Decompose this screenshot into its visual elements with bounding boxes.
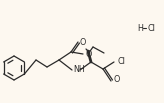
Text: O: O: [80, 37, 86, 46]
Text: O: O: [113, 75, 119, 84]
Text: O: O: [85, 50, 91, 59]
Text: H: H: [137, 23, 143, 33]
Text: Cl: Cl: [117, 57, 125, 67]
Text: Cl: Cl: [148, 23, 156, 33]
Text: NH: NH: [73, 66, 85, 74]
